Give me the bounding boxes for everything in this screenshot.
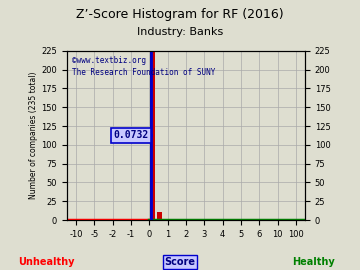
Text: The Research Foundation of SUNY: The Research Foundation of SUNY bbox=[72, 68, 215, 77]
Text: 0.0732: 0.0732 bbox=[113, 130, 149, 140]
Text: Unhealthy: Unhealthy bbox=[19, 257, 75, 267]
Bar bbox=[150, 51, 151, 220]
Text: Healthy: Healthy bbox=[292, 257, 334, 267]
Bar bbox=[150, 51, 155, 220]
Text: Z’-Score Histogram for RF (2016): Z’-Score Histogram for RF (2016) bbox=[76, 8, 284, 21]
Text: Score: Score bbox=[165, 257, 195, 267]
Y-axis label: Number of companies (235 total): Number of companies (235 total) bbox=[30, 72, 39, 199]
Text: ©www.textbiz.org: ©www.textbiz.org bbox=[72, 56, 145, 65]
Bar bbox=[157, 212, 162, 220]
Text: Industry: Banks: Industry: Banks bbox=[137, 27, 223, 37]
